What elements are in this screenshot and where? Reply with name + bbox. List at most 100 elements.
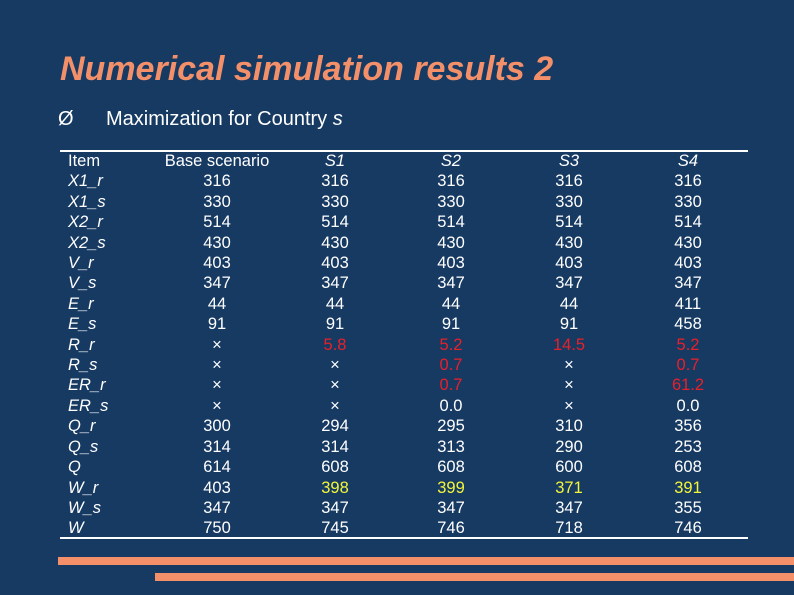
decorative-bar-lower — [155, 573, 794, 581]
row-label: X2_s — [68, 233, 106, 252]
table-cell: × — [212, 376, 222, 395]
column-header-s1: S1 — [324, 152, 346, 170]
row-label: Q_s — [68, 437, 99, 456]
table-row: E_r 44 44 44 44 411 — [60, 294, 748, 314]
table-row: V_r 403 403 403 403 403 — [60, 253, 748, 273]
table-cell: × — [564, 356, 574, 375]
table-cell: 391 — [674, 478, 702, 497]
table-cell: 399 — [437, 478, 465, 497]
table-row: ER_s × × 0.0 × 0.0 — [60, 396, 748, 416]
table-cell: 314 — [321, 437, 349, 456]
table-row: X2_s 430 430 430 430 430 — [60, 233, 748, 253]
table-cell: 316 — [555, 172, 583, 191]
bullet-text: Maximization for Country — [106, 108, 333, 130]
table-cell: 403 — [555, 254, 583, 273]
table-cell: 347 — [437, 274, 465, 293]
table-cell: 371 — [555, 478, 583, 497]
table-cell: 347 — [555, 498, 583, 517]
row-label: W_s — [68, 498, 101, 517]
table-row: W_r 403 398 399 371 391 — [60, 478, 748, 498]
table-bottom-rule — [60, 537, 748, 539]
table-cell: 746 — [674, 519, 702, 538]
table-cell: 290 — [555, 437, 583, 456]
row-label: W_r — [68, 478, 99, 497]
row-label: R_r — [68, 335, 95, 354]
table-cell: 600 — [555, 458, 583, 477]
table-row: Q_s 314 314 313 290 253 — [60, 437, 748, 457]
row-label: E_r — [68, 294, 94, 313]
column-header-item: Item — [68, 152, 101, 170]
row-label: X2_r — [68, 213, 103, 232]
table-cell: 608 — [321, 458, 349, 477]
table-cell: 347 — [321, 274, 349, 293]
table-cell: × — [564, 396, 574, 415]
table-cell: 430 — [203, 233, 231, 252]
table-cell: 330 — [437, 192, 465, 211]
column-header-base: Base scenario — [164, 152, 270, 170]
table-cell: 316 — [437, 172, 465, 191]
table-cell: 614 — [203, 458, 231, 477]
table-cell: 347 — [203, 498, 231, 517]
row-label: X1_s — [68, 192, 106, 211]
table-cell: 608 — [437, 458, 465, 477]
table-row: R_s × × 0.7 × 0.7 — [60, 355, 748, 375]
table-cell: 91 — [559, 315, 579, 334]
table-cell: 330 — [321, 192, 349, 211]
table-cell: 5.8 — [323, 335, 347, 354]
row-label: Q — [68, 458, 81, 477]
table-cell: 347 — [203, 274, 231, 293]
row-label: ER_r — [68, 376, 106, 395]
table-cell: 347 — [437, 498, 465, 517]
table-cell: 14.5 — [552, 335, 586, 354]
results-table: Item Base scenario S1 S2 S3 S4 X1_r 316 31… — [60, 151, 748, 539]
table-cell: 403 — [674, 254, 702, 273]
column-header-s2: S2 — [440, 152, 462, 170]
table-cell: 514 — [674, 213, 702, 232]
table-cell: 91 — [325, 315, 345, 334]
table-cell: 91 — [207, 315, 227, 334]
row-label: ER_s — [68, 396, 109, 415]
table-cell: 316 — [674, 172, 702, 191]
table-cell: 0.0 — [676, 396, 700, 415]
bullet-line: Ø Maximization for Country s — [58, 108, 343, 131]
table-cell: 403 — [203, 254, 231, 273]
table-row: Q_r 300 294 295 310 356 — [60, 416, 748, 436]
table-cell: 430 — [555, 233, 583, 252]
table-cell: 44 — [325, 294, 345, 313]
table-row: V_s 347 347 347 347 347 — [60, 273, 748, 293]
table-cell: 514 — [555, 213, 583, 232]
slide-title: Numerical simulation results 2 — [60, 50, 554, 88]
table-header-row: Item Base scenario S1 S2 S3 S4 — [60, 151, 748, 171]
row-label: V_r — [68, 254, 94, 273]
table-cell: 347 — [555, 274, 583, 293]
column-header-s4: S4 — [677, 152, 699, 170]
bullet-subject: s — [332, 108, 343, 130]
table-cell: × — [212, 335, 222, 354]
table-cell: 403 — [321, 254, 349, 273]
table-cell: 746 — [437, 519, 465, 538]
table-cell: 330 — [555, 192, 583, 211]
table-cell: 5.2 — [439, 335, 463, 354]
table-cell: × — [330, 356, 340, 375]
table-cell: 295 — [437, 417, 465, 436]
row-label: R_s — [68, 356, 98, 375]
table-cell: × — [212, 396, 222, 415]
table-row: ER_r × × 0.7 × 61.2 — [60, 375, 748, 395]
table-row: X1_r 316 316 316 316 316 — [60, 171, 748, 191]
decorative-bar-upper — [58, 557, 794, 565]
table-cell: 403 — [437, 254, 465, 273]
table-cell: 310 — [555, 417, 583, 436]
table-cell: 750 — [203, 519, 231, 538]
row-label: Q_r — [68, 417, 96, 436]
row-label: E_s — [68, 315, 97, 334]
table-cell: 356 — [674, 417, 702, 436]
table-cell: 44 — [441, 294, 461, 313]
table-cell: 330 — [674, 192, 702, 211]
table-cell: 355 — [674, 498, 702, 517]
table-cell: 0.7 — [439, 356, 463, 375]
table-cell: 300 — [203, 417, 231, 436]
table-row: W_s 347 347 347 347 355 — [60, 498, 748, 518]
table-cell: 44 — [207, 294, 227, 313]
table-cell: 403 — [203, 478, 231, 497]
table-cell: × — [212, 356, 222, 375]
